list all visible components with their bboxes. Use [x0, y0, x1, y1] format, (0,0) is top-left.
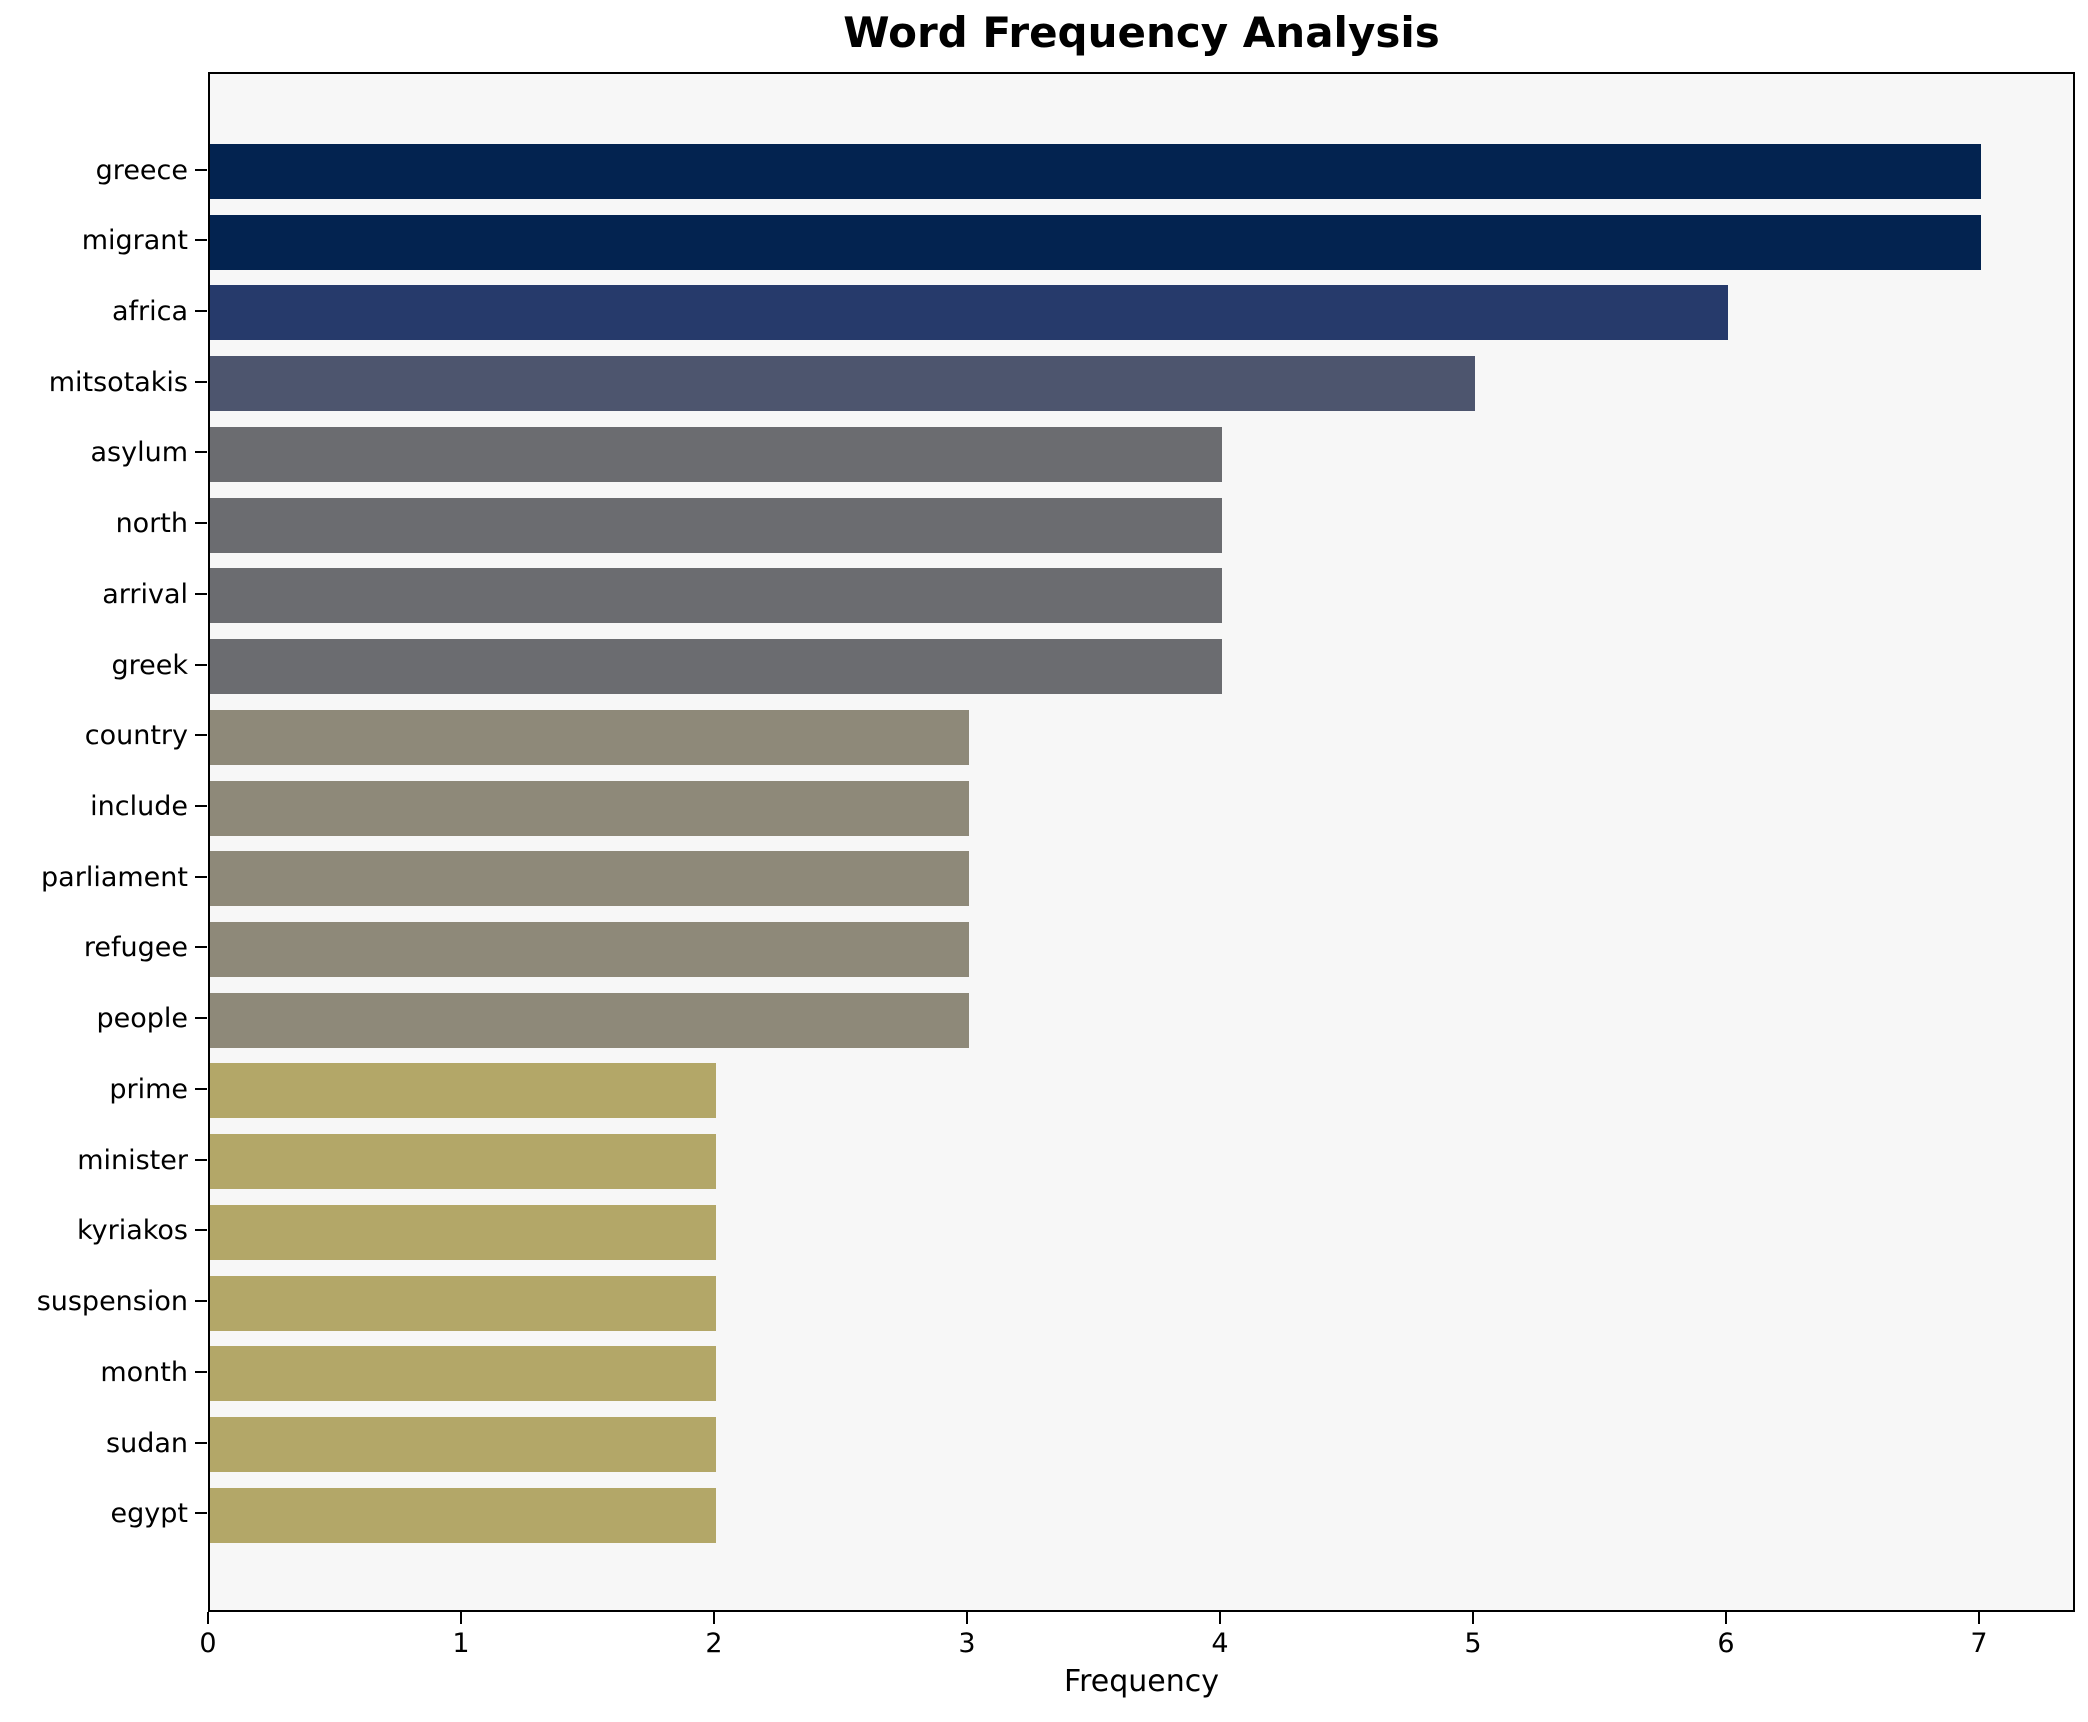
ytick-mark-parliament: [195, 875, 207, 878]
bar-include: [210, 780, 969, 836]
xtick-label-5: 5: [1464, 1628, 1482, 1659]
xtick-mark-1: [460, 1612, 462, 1624]
bar-arrival: [210, 568, 1222, 624]
ytick-mark-africa: [195, 309, 207, 312]
xtick-label-7: 7: [1970, 1628, 1988, 1659]
bar-prime: [210, 1063, 716, 1119]
ytick-mark-minister: [195, 1158, 207, 1161]
bar-country: [210, 709, 969, 765]
ytick-label-migrant: migrant: [81, 225, 188, 257]
ytick-label-include: include: [90, 791, 188, 822]
ytick-mark-suspension: [195, 1300, 207, 1302]
ytick-mark-month: [195, 1370, 207, 1373]
ytick-mark-country: [195, 734, 207, 737]
xtick-mark-5: [1472, 1612, 1474, 1624]
ytick-mark-greece: [195, 168, 207, 171]
bar-kyriakos: [210, 1204, 716, 1260]
bar-asylum: [210, 426, 1222, 482]
xtick-label-2: 2: [705, 1628, 723, 1659]
ytick-label-north: north: [115, 508, 188, 540]
bar-sudan: [210, 1417, 716, 1472]
xtick-mark-2: [713, 1612, 715, 1624]
bar-people: [210, 992, 969, 1048]
ytick-mark-refugee: [195, 946, 207, 949]
bar-minister: [210, 1134, 716, 1190]
xtick-label-4: 4: [1211, 1628, 1229, 1659]
ytick-label-sudan: sudan: [106, 1427, 188, 1459]
ytick-label-people: people: [96, 1003, 188, 1035]
ytick-mark-kyriakos: [195, 1229, 207, 1232]
ytick-label-suspension: suspension: [36, 1286, 188, 1317]
ytick-mark-asylum: [195, 451, 207, 454]
ytick-label-mitsotakis: mitsotakis: [48, 366, 188, 398]
ytick-mark-sudan: [195, 1441, 207, 1444]
ytick-label-arrival: arrival: [102, 578, 188, 610]
ytick-label-greek: greek: [111, 649, 188, 681]
bar-refugee: [210, 921, 969, 977]
ytick-mark-mitsotakis: [195, 380, 207, 383]
ytick-mark-people: [195, 1017, 207, 1020]
bar-greece: [210, 144, 1981, 199]
xtick-label-6: 6: [1717, 1628, 1735, 1659]
ytick-mark-egypt: [195, 1512, 207, 1515]
bar-mitsotakis: [210, 356, 1475, 412]
bar-migrant: [210, 214, 1981, 270]
xtick-label-1: 1: [452, 1628, 470, 1659]
chart-title: Word Frequency Analysis: [843, 8, 1440, 57]
x-axis-label: Frequency: [1064, 1664, 1219, 1699]
ytick-mark-prime: [195, 1087, 207, 1090]
bar-greek: [210, 639, 1222, 694]
bar-suspension: [210, 1275, 716, 1331]
ytick-label-asylum: asylum: [90, 437, 188, 469]
ytick-label-greece: greece: [95, 154, 188, 186]
ytick-mark-include: [195, 805, 207, 807]
ytick-label-kyriakos: kyriakos: [76, 1215, 188, 1247]
bar-north: [210, 497, 1222, 553]
xtick-mark-7: [1978, 1612, 1980, 1624]
bar-parliament: [210, 851, 969, 907]
xtick-label-0: 0: [199, 1628, 217, 1659]
xtick-mark-4: [1219, 1612, 1221, 1624]
ytick-label-minister: minister: [77, 1144, 188, 1176]
bar-month: [210, 1346, 716, 1402]
bar-egypt: [210, 1487, 716, 1543]
xtick-mark-3: [966, 1612, 968, 1624]
ytick-label-prime: prime: [109, 1073, 188, 1105]
ytick-label-country: country: [84, 720, 188, 752]
ytick-mark-north: [195, 522, 207, 525]
xtick-label-3: 3: [958, 1628, 976, 1659]
ytick-label-refugee: refugee: [83, 932, 188, 964]
ytick-label-parliament: parliament: [41, 861, 188, 893]
ytick-label-africa: africa: [111, 295, 188, 327]
ytick-mark-greek: [195, 663, 207, 666]
xtick-mark-0: [207, 1612, 209, 1624]
bar-africa: [210, 285, 1728, 341]
ytick-label-egypt: egypt: [110, 1498, 188, 1530]
plot-area: [208, 72, 2075, 1612]
xtick-mark-6: [1725, 1612, 1727, 1624]
ytick-label-month: month: [100, 1356, 188, 1388]
ytick-mark-arrival: [195, 592, 207, 595]
ytick-mark-migrant: [195, 239, 207, 242]
